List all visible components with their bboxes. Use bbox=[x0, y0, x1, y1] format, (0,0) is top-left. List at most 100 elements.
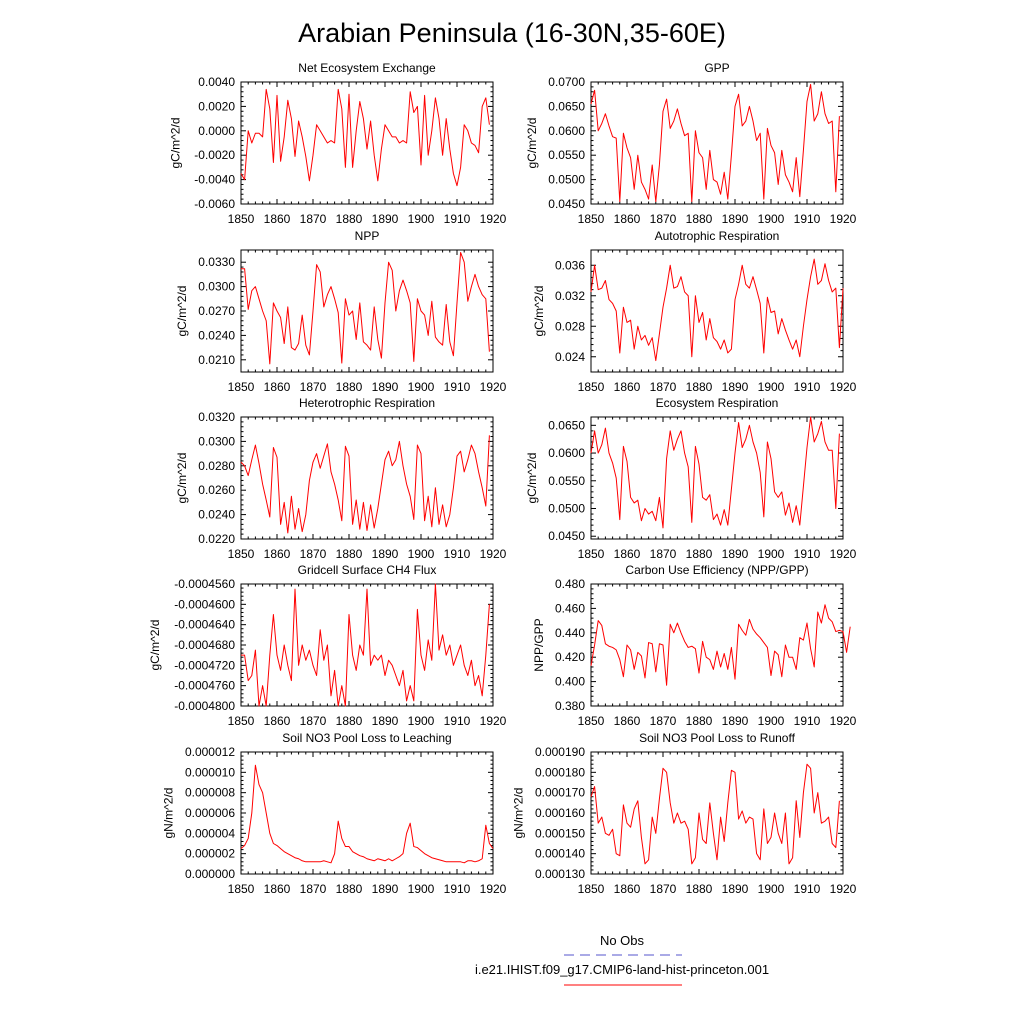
chart-title: Carbon Use Efficiency (NPP/GPP) bbox=[625, 563, 808, 577]
x-tick-label: 1910 bbox=[444, 380, 471, 394]
x-tick-label: 1860 bbox=[614, 714, 641, 728]
y-axis-label: NPP/GPP bbox=[532, 618, 546, 671]
y-tick-label: 0.000000 bbox=[185, 867, 235, 881]
x-tick-label: 1900 bbox=[408, 547, 435, 561]
y-axis-label: gC/m^2/d bbox=[175, 286, 189, 337]
chart-panel: Autotrophic Respiration 1850 1860 1870 1880 1… bbox=[532, 229, 857, 394]
x-tick-label: 1850 bbox=[228, 882, 255, 896]
x-tick-label: 1870 bbox=[650, 547, 677, 561]
chart-title: Net Ecosystem Exchange bbox=[298, 61, 436, 75]
x-tick-label: 1880 bbox=[336, 714, 363, 728]
y-tick-label: 0.0600 bbox=[548, 446, 585, 460]
y-tick-label: -0.0004800 bbox=[174, 699, 235, 713]
x-tick-label: 1890 bbox=[722, 380, 749, 394]
x-tick-label: 1860 bbox=[264, 212, 291, 226]
x-tick-label: 1870 bbox=[300, 714, 327, 728]
x-tick-label: 1920 bbox=[480, 380, 507, 394]
x-tick-label: 1880 bbox=[686, 714, 713, 728]
x-tick-label: 1920 bbox=[480, 714, 507, 728]
x-tick-label: 1920 bbox=[830, 714, 857, 728]
x-tick-label: 1860 bbox=[264, 380, 291, 394]
x-tick-label: 1920 bbox=[830, 882, 857, 896]
x-tick-label: 1850 bbox=[578, 380, 605, 394]
series-line bbox=[241, 583, 490, 707]
y-tick-label: 0.0550 bbox=[548, 148, 585, 162]
x-tick-label: 1870 bbox=[650, 714, 677, 728]
y-tick-label: 0.0500 bbox=[548, 173, 585, 187]
y-tick-label: 0.000006 bbox=[185, 806, 235, 820]
x-tick-label: 1850 bbox=[578, 547, 605, 561]
y-tick-label: 0.036 bbox=[555, 258, 585, 272]
series-line bbox=[240, 88, 490, 187]
chart-panel: GPP 1850 1860 1870 1880 1890 1900 1910 1920 0.045… bbox=[525, 61, 856, 226]
x-tick-label: 1860 bbox=[614, 380, 641, 394]
y-axis-label: gN/m^2/d bbox=[162, 788, 176, 839]
plot-frame bbox=[590, 249, 844, 373]
chart-panel: NPP 1850 1860 1870 1880 1890 1900 1910 1920 0.021… bbox=[175, 229, 506, 394]
x-tick-label: 1910 bbox=[444, 714, 471, 728]
y-tick-label: 0.380 bbox=[555, 699, 585, 713]
plot-frame bbox=[240, 249, 494, 373]
y-tick-label: 0.0240 bbox=[198, 508, 235, 522]
plot-frame bbox=[240, 751, 494, 875]
series-line bbox=[241, 251, 490, 365]
y-tick-label: 0.0300 bbox=[198, 280, 235, 294]
y-tick-label: 0.0300 bbox=[198, 434, 235, 448]
series-line bbox=[590, 416, 840, 529]
x-tick-label: 1890 bbox=[372, 380, 399, 394]
y-tick-label: 0.024 bbox=[555, 350, 585, 364]
chart-title: Ecosystem Respiration bbox=[656, 396, 779, 410]
x-tick-label: 1890 bbox=[722, 212, 749, 226]
chart-title: Gridcell Surface CH4 Flux bbox=[298, 563, 437, 577]
series-line bbox=[240, 435, 490, 534]
x-tick-label: 1880 bbox=[686, 212, 713, 226]
y-tick-label: 0.0040 bbox=[198, 75, 235, 89]
x-tick-label: 1850 bbox=[578, 882, 605, 896]
x-tick-label: 1870 bbox=[300, 547, 327, 561]
y-tick-label: -0.0004560 bbox=[174, 577, 235, 591]
y-tick-label: -0.0004720 bbox=[174, 658, 235, 672]
series-line bbox=[590, 83, 840, 203]
chart-title: Autotrophic Respiration bbox=[655, 229, 780, 243]
x-tick-label: 1880 bbox=[336, 882, 363, 896]
y-tick-label: 0.0450 bbox=[548, 197, 585, 211]
y-tick-label: -0.0004760 bbox=[174, 679, 235, 693]
plot-frame bbox=[590, 416, 844, 540]
x-tick-label: 1870 bbox=[650, 380, 677, 394]
y-axis-label: gC/m^2/d bbox=[148, 620, 162, 671]
y-tick-label: 0.0260 bbox=[198, 483, 235, 497]
y-tick-label: 0.000130 bbox=[535, 867, 585, 881]
y-tick-label: 0.400 bbox=[555, 675, 585, 689]
x-tick-label: 1910 bbox=[794, 714, 821, 728]
x-tick-label: 1880 bbox=[686, 882, 713, 896]
series-line bbox=[590, 604, 851, 686]
y-tick-label: 0.0650 bbox=[548, 99, 585, 113]
x-tick-label: 1860 bbox=[264, 547, 291, 561]
x-tick-label: 1890 bbox=[722, 714, 749, 728]
y-tick-label: 0.460 bbox=[555, 601, 585, 615]
chart-title: GPP bbox=[704, 61, 729, 75]
x-tick-label: 1900 bbox=[408, 380, 435, 394]
y-tick-label: 0.000010 bbox=[185, 765, 235, 779]
x-tick-label: 1910 bbox=[794, 212, 821, 226]
x-tick-label: 1910 bbox=[444, 882, 471, 896]
x-tick-label: 1860 bbox=[614, 547, 641, 561]
x-tick-label: 1880 bbox=[686, 380, 713, 394]
x-tick-label: 1920 bbox=[830, 380, 857, 394]
y-tick-label: 0.0600 bbox=[548, 124, 585, 138]
y-tick-label: 0.0320 bbox=[198, 410, 235, 424]
x-tick-label: 1860 bbox=[264, 882, 291, 896]
y-tick-label: 0.0500 bbox=[548, 502, 585, 516]
y-tick-label: -0.0040 bbox=[194, 173, 235, 187]
chart-panel: Soil NO3 Pool Loss to Leaching 1850 1860 18… bbox=[162, 731, 507, 896]
x-tick-label: 1900 bbox=[758, 547, 785, 561]
x-tick-label: 1850 bbox=[228, 380, 255, 394]
x-tick-label: 1890 bbox=[372, 212, 399, 226]
chart-panel: Net Ecosystem Exchange 1850 1860 1870 1880 18… bbox=[168, 61, 506, 226]
x-tick-label: 1910 bbox=[444, 212, 471, 226]
legend-label-model: i.e21.IHIST.f09_g17.CMIP6-land-hist-prin… bbox=[475, 962, 769, 977]
y-axis-label: gN/m^2/d bbox=[512, 788, 526, 839]
y-tick-label: 0.0280 bbox=[198, 459, 235, 473]
x-tick-label: 1850 bbox=[228, 714, 255, 728]
